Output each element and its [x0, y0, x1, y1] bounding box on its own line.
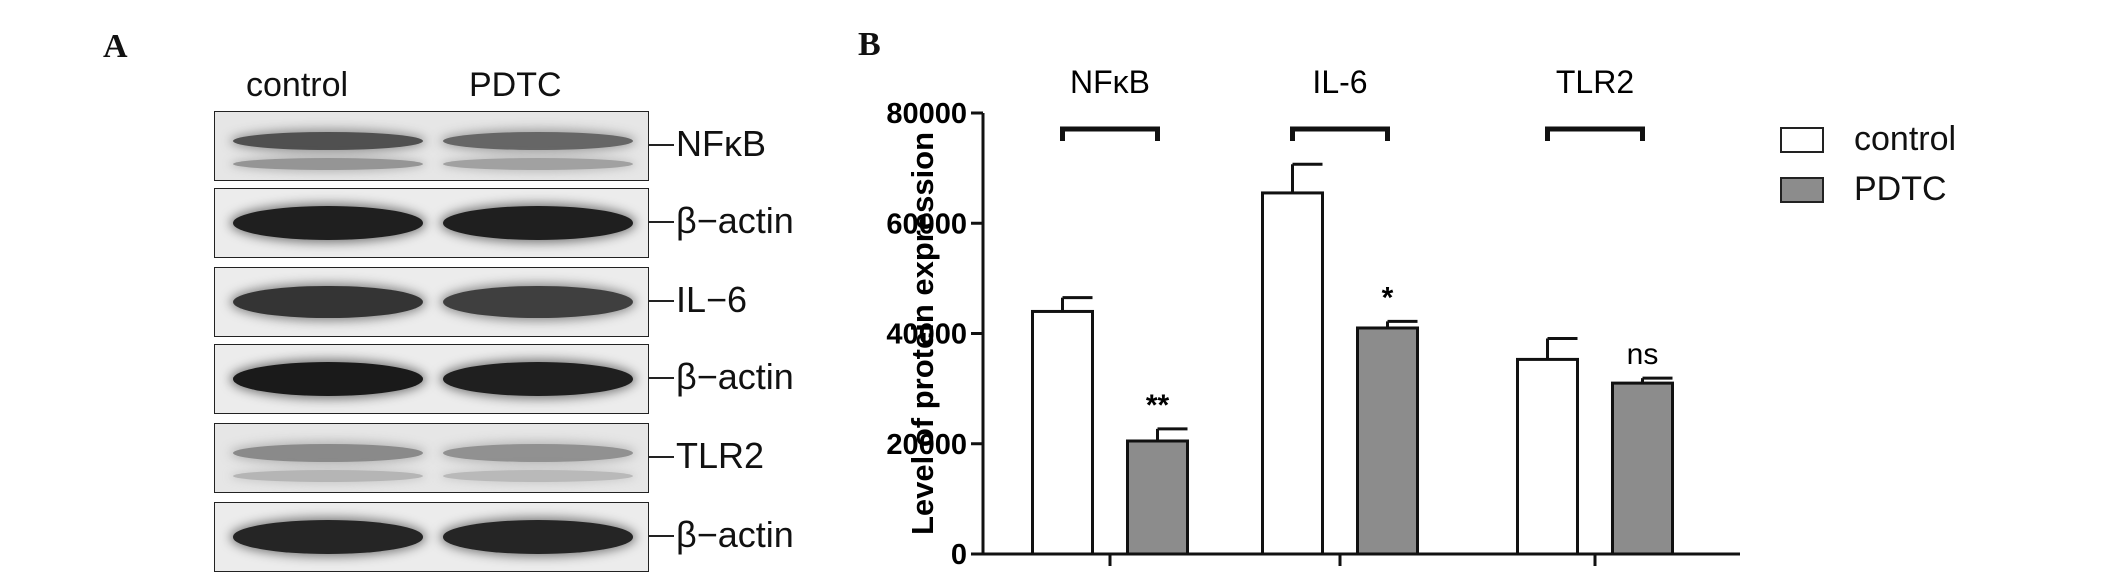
bar-IL-6-PDTC: [1356, 326, 1419, 556]
blot-label-nfkb: NFκB: [676, 123, 766, 164]
bar-NFκB-control: [1031, 309, 1094, 556]
blot-label-il6: IL−6: [676, 279, 748, 320]
blot-strip: [214, 267, 649, 337]
blot-band: [443, 206, 633, 240]
blot-leader-line: [648, 300, 674, 302]
lane-label-pdtc: PDTC: [469, 66, 562, 104]
blot-label-actin: β−actin: [676, 514, 794, 555]
significance-label: *: [1382, 281, 1394, 314]
blot-leader-line: [648, 456, 674, 458]
blot-strip: [214, 111, 649, 181]
blot-band: [233, 520, 423, 554]
bar-IL-6-control: [1261, 191, 1324, 556]
panel-a-letter: A: [103, 28, 128, 65]
blot-label-actin: β−actin: [676, 200, 794, 241]
blot-band: [233, 206, 423, 240]
blot-leader-line: [648, 535, 674, 537]
blot-band-secondary: [233, 158, 423, 170]
y-tick-label: 40000: [886, 319, 967, 351]
significance-label: **: [1146, 389, 1170, 422]
lane-label-control: control: [246, 66, 349, 104]
blot-band: [443, 285, 633, 319]
bar-TLR2-control: [1516, 357, 1579, 556]
bar-NFκB-PDTC: [1126, 439, 1189, 556]
y-tick-label: 60000: [886, 208, 967, 240]
legend-item-control: control: [1780, 120, 1956, 159]
blot-label-tlr2: TLR2: [676, 435, 765, 476]
blot-strip: [214, 423, 649, 493]
comparison-bracket: [1545, 126, 1645, 141]
blot-band: [233, 132, 423, 150]
comparison-bracket: [1060, 126, 1160, 141]
legend-swatch-control: [1780, 126, 1824, 153]
blot-band: [233, 444, 423, 462]
legend-item-pdtc: PDTC: [1780, 170, 1947, 209]
blot-band: [443, 362, 633, 396]
blot-band: [233, 362, 423, 396]
category-label: TLR2: [1556, 64, 1634, 100]
comparison-bracket: [1290, 126, 1390, 141]
y-tick-label: 80000: [886, 98, 967, 130]
blot-band: [443, 132, 633, 150]
bar-TLR2-PDTC: [1611, 381, 1674, 556]
legend-label-control: control: [1854, 120, 1957, 158]
y-tick-label: 0: [951, 539, 967, 570]
category-label: IL-6: [1312, 64, 1367, 100]
blot-strip: [214, 344, 649, 414]
blot-band: [443, 520, 633, 554]
blot-label-actin: β−actin: [676, 356, 794, 397]
blot-band-secondary: [233, 470, 423, 482]
blot-band: [233, 285, 423, 319]
significance-label: ns: [1627, 338, 1659, 371]
category-label: NFκB: [1070, 64, 1150, 100]
blot-leader-line: [648, 377, 674, 379]
legend-swatch-pdtc: [1780, 176, 1824, 203]
blot-strip: [214, 502, 649, 572]
panel-b-letter: B: [858, 26, 881, 63]
blot-band: [443, 444, 633, 462]
blot-band-secondary: [443, 158, 633, 170]
legend-label-pdtc: PDTC: [1854, 170, 1947, 208]
y-tick-label: 20000: [886, 429, 967, 461]
y-axis-label: Level of protein expression: [905, 132, 940, 535]
blot-leader-line: [648, 144, 674, 146]
blot-band-secondary: [443, 470, 633, 482]
blot-leader-line: [648, 221, 674, 223]
blot-strip: [214, 188, 649, 258]
